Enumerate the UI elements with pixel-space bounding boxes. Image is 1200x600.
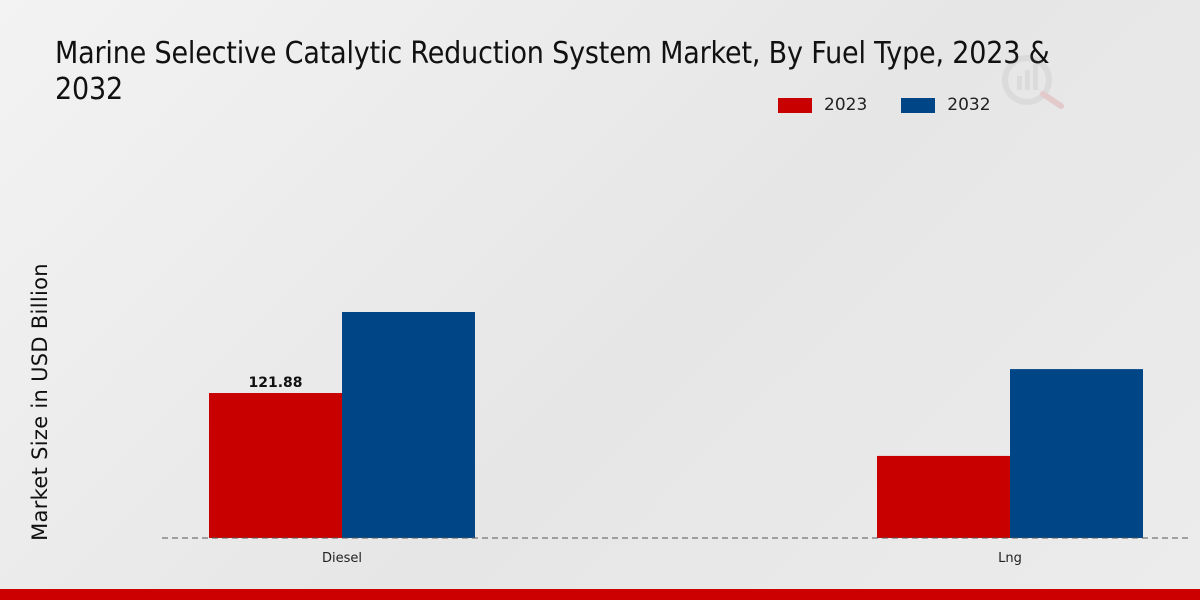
- bar-lng-2032: [1010, 369, 1143, 538]
- legend-item-2032: 2032: [901, 95, 991, 115]
- x-tick-label-diesel: Diesel: [322, 551, 362, 566]
- chart-title: Marine Selective Catalytic Reduction Sys…: [55, 36, 1050, 107]
- data-label-diesel-2023: 121.88: [248, 375, 302, 391]
- bar-diesel-2032: [342, 312, 475, 538]
- bar-lng-2023: [877, 455, 1010, 538]
- legend: 2023 2032: [778, 95, 1025, 115]
- watermark-logo-icon: [1002, 55, 1064, 109]
- legend-label-2023: 2023: [824, 95, 868, 115]
- legend-swatch-2023: [778, 97, 812, 113]
- bar-diesel-2023: [209, 393, 342, 538]
- legend-swatch-2032: [901, 97, 936, 113]
- legend-item-2023: 2023: [778, 95, 867, 115]
- x-tick-label-lng: Lng: [998, 551, 1022, 566]
- legend-label-2032: 2032: [947, 95, 991, 115]
- bottom-accent-bar: [0, 589, 1200, 600]
